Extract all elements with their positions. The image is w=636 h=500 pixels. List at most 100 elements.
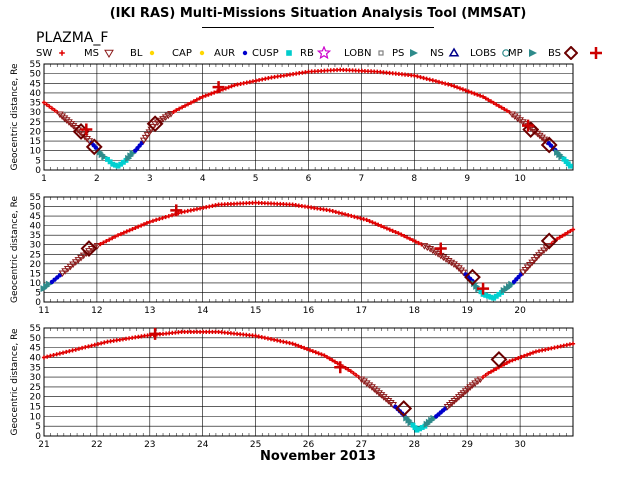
- orbit-point: [428, 247, 437, 255]
- bow-shock-marker: [85, 138, 103, 156]
- y-tick-label: 5: [35, 156, 41, 166]
- orbit-point: [491, 100, 496, 106]
- title-underline: [202, 27, 434, 28]
- bow-shock-marker: [540, 232, 558, 250]
- orbit-point: [124, 229, 129, 234]
- legend-item-extra: [586, 44, 603, 62]
- orbit-point: [141, 222, 147, 227]
- orbit-point: [368, 384, 376, 391]
- orbit-point: [101, 240, 106, 245]
- orbit-point: [384, 398, 393, 405]
- orbit-point: [518, 119, 527, 126]
- orbit-point: [468, 382, 477, 389]
- orbit-point: [513, 115, 522, 122]
- orbit-point: [523, 264, 532, 272]
- orbit-point: [355, 215, 360, 220]
- orbit-point: [136, 224, 141, 229]
- legend-marker-icon: [410, 49, 419, 57]
- orbit-point: [528, 259, 537, 267]
- legend-marker-icon: [564, 46, 579, 60]
- orbit-point: [41, 355, 47, 360]
- orbit-point: [51, 352, 56, 358]
- orbit-point: [107, 237, 112, 242]
- legend-marker: [199, 50, 205, 56]
- x-tick-label: 17: [356, 306, 367, 316]
- orbit-point: [421, 75, 426, 81]
- orbit-point: [194, 97, 199, 102]
- orbit-point: [47, 104, 52, 109]
- legend-marker-icon: [285, 50, 292, 56]
- orbit-point: [299, 344, 304, 350]
- orbit-point: [322, 353, 327, 358]
- y-tick-label: 30: [30, 108, 42, 118]
- legend-marker-icon: [59, 50, 66, 56]
- panel-frame: [43, 196, 574, 303]
- orbit-point: [362, 380, 371, 387]
- y-tick-label: 35: [30, 231, 41, 241]
- orbit-point: [504, 360, 509, 365]
- orbit-point: [83, 345, 88, 350]
- orbit-point: [57, 351, 62, 356]
- y-tick-label: 35: [30, 363, 41, 373]
- orbit-point: [319, 352, 324, 357]
- orbit-point: [360, 378, 368, 386]
- orbit-point: [167, 111, 175, 118]
- orbit-point: [420, 243, 429, 250]
- legend-marker: [502, 49, 510, 57]
- orbit-point: [508, 111, 517, 119]
- orbit-point: [144, 220, 150, 226]
- orbit-point: [519, 354, 524, 360]
- legend-marker: [104, 49, 114, 58]
- orbit-point: [188, 100, 194, 105]
- orbit-point: [410, 238, 415, 243]
- crossing-marker: [477, 282, 490, 295]
- orbit-point: [504, 108, 509, 113]
- y-tick-label: 5: [35, 422, 41, 432]
- orbit-point: [469, 90, 474, 95]
- orbit-point: [182, 103, 188, 108]
- orbit-point: [452, 84, 457, 89]
- legend-label: AUR: [214, 47, 236, 59]
- orbit-point: [483, 292, 489, 298]
- legend-marker: [448, 47, 460, 57]
- crossing-marker: [149, 327, 162, 340]
- orbit-point: [449, 83, 454, 88]
- orbit-point: [70, 348, 75, 353]
- orbit-point: [139, 223, 144, 228]
- orbit-point: [510, 358, 515, 363]
- legend-label: BL: [130, 47, 143, 59]
- orbit-point: [557, 235, 562, 240]
- crossing-marker: [522, 119, 535, 132]
- orbit-point: [113, 234, 118, 239]
- legend-label: PS: [392, 47, 405, 59]
- legend-marker: [59, 50, 66, 56]
- legend-marker-icon: [590, 47, 602, 59]
- orbit-point: [415, 74, 420, 79]
- orbit-point: [164, 112, 173, 120]
- orbit-point: [540, 247, 548, 255]
- orbit-point: [61, 268, 70, 275]
- orbit-point: [540, 136, 549, 144]
- x-axis-title: November 2013: [260, 449, 376, 464]
- orbit-point: [185, 102, 191, 107]
- orbit-point: [457, 86, 463, 91]
- orbit-point: [416, 240, 421, 246]
- x-tick-label: 4: [200, 174, 206, 184]
- orbit-point: [463, 88, 468, 93]
- bow-shock-marker: [464, 268, 481, 286]
- y-axis-label: Geocentric distance, Re: [10, 328, 20, 435]
- y-tick-label: 50: [30, 203, 42, 213]
- orbit-point: [516, 117, 524, 124]
- y-tick-label: 5: [35, 288, 41, 298]
- orbit-point: [41, 100, 47, 105]
- x-tick-label: 24: [197, 440, 209, 450]
- x-tick-label: 9: [464, 174, 470, 184]
- x-tick-label: 15: [250, 306, 261, 316]
- orbit-point: [555, 236, 560, 242]
- crossing-marker: [212, 81, 225, 94]
- orbit-point: [478, 93, 483, 98]
- legend-item-sw: SW: [36, 44, 69, 62]
- x-tick-label: 28: [409, 440, 421, 450]
- legend-label: CAP: [172, 47, 192, 59]
- orbit-point: [455, 85, 460, 90]
